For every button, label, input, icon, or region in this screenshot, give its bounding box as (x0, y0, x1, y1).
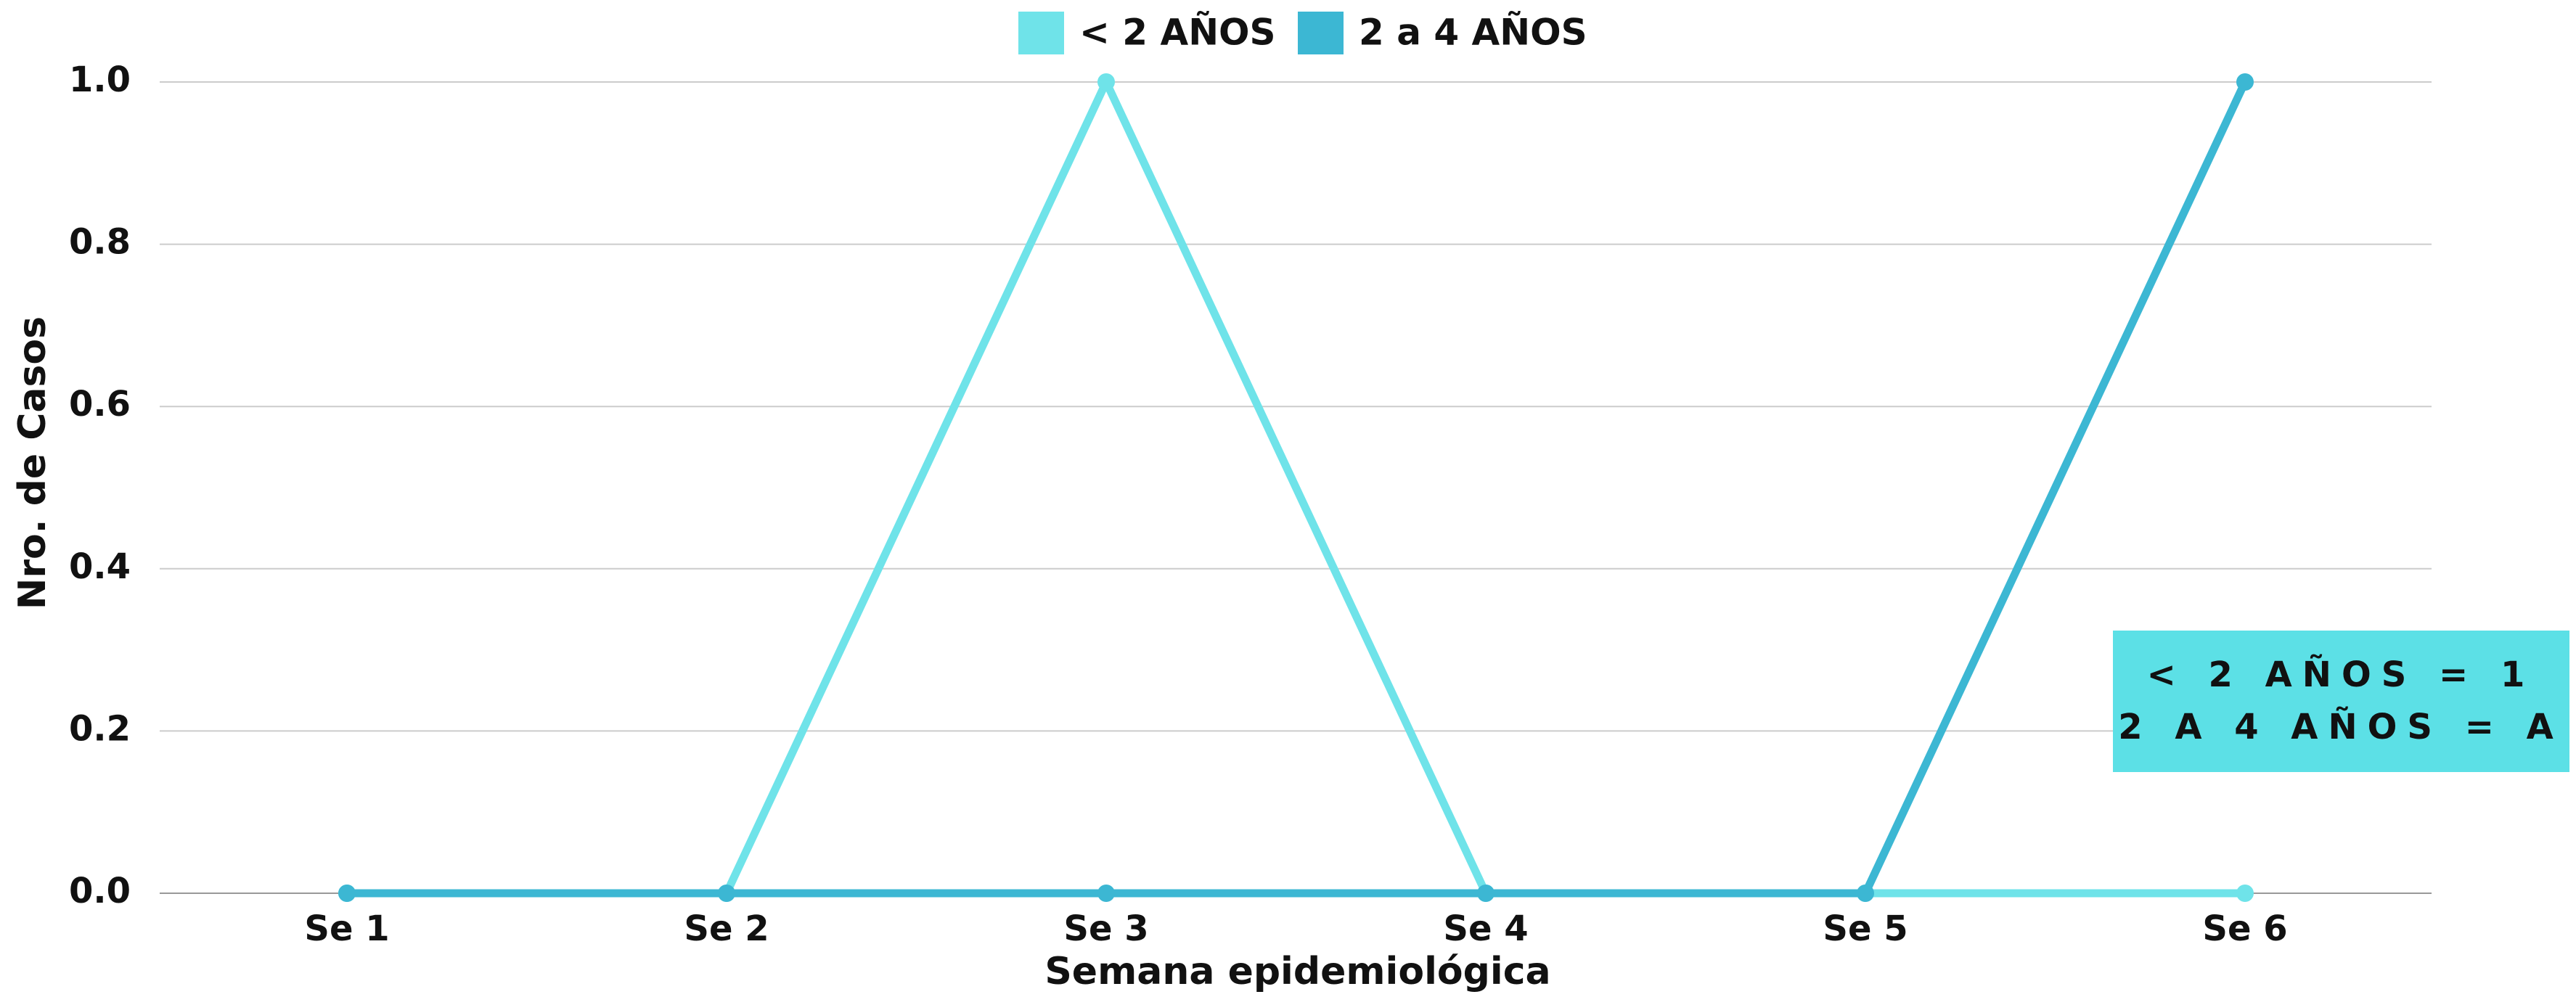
marker (338, 885, 356, 902)
legend-swatch (1018, 12, 1064, 54)
marker (1477, 885, 1495, 902)
x-tick-label: Se 1 (304, 908, 389, 949)
y-tick-label: 1.0 (69, 60, 131, 100)
annotation-box (2113, 631, 2569, 772)
marker (2236, 73, 2254, 91)
legend-label: < 2 AÑOS (1079, 11, 1276, 54)
marker (1097, 885, 1115, 902)
x-tick-label: Se 3 (1063, 908, 1148, 949)
y-tick-label: 0.0 (69, 871, 131, 911)
x-tick-label: Se 6 (2202, 908, 2287, 949)
legend-label: 2 a 4 AÑOS (1359, 11, 1587, 54)
annotation-text: 2 A 4 AÑOS = A (2118, 706, 2564, 747)
x-tick-label: Se 5 (1823, 908, 1908, 949)
y-tick-label: 0.2 (69, 708, 131, 749)
x-tick-label: Se 2 (684, 908, 769, 949)
legend-swatch (1298, 12, 1344, 54)
line-series (347, 78, 2245, 898)
x-tick-label: Se 4 (1443, 908, 1528, 949)
annotation-text: < 2 AÑOS = 1 (2147, 654, 2535, 695)
y-tick-label: 0.6 (69, 384, 131, 424)
marker (718, 885, 735, 902)
marker (1857, 885, 1874, 902)
y-axis-label: Nro. de Casos (11, 316, 54, 610)
y-tick-label: 0.4 (69, 546, 131, 587)
marker (2236, 885, 2254, 902)
marker (1097, 73, 1115, 91)
line-series (347, 80, 2249, 898)
y-tick-label: 0.8 (69, 222, 131, 263)
x-axis-label: Semana epidemiológica (1044, 950, 1550, 993)
